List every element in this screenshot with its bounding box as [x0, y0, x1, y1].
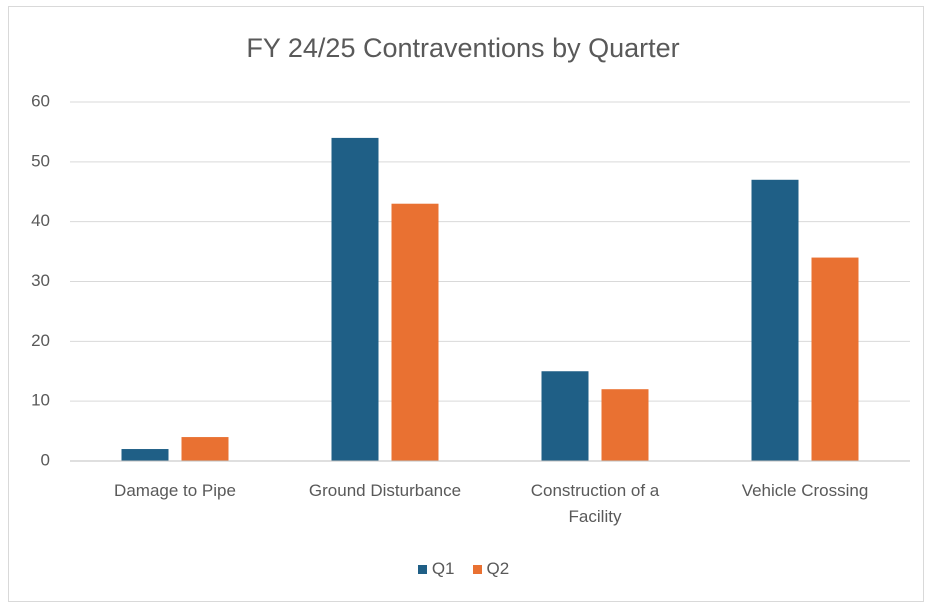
x-tick-label: Construction of a Facility: [530, 481, 660, 526]
bar: [601, 389, 649, 461]
chart-frame: [8, 6, 924, 602]
bar: [121, 449, 169, 461]
legend-item: Q1: [417, 559, 455, 579]
bar: [331, 137, 379, 461]
legend: Q1 Q2: [0, 559, 927, 579]
y-tick-label: 50: [31, 151, 50, 170]
legend-item: Q2: [472, 559, 510, 579]
bar: [181, 437, 229, 461]
bar: [541, 371, 589, 461]
y-tick-label: 60: [31, 91, 50, 110]
y-tick-label: 40: [31, 211, 50, 230]
x-tick-label: Ground Disturbance: [308, 481, 462, 500]
legend-swatch: [472, 564, 482, 574]
y-tick-label: 30: [31, 271, 50, 290]
legend-label: Q2: [486, 559, 510, 578]
bar: [751, 179, 799, 462]
y-tick-label: 10: [31, 391, 50, 410]
bar: [391, 203, 439, 461]
y-tick-label: 0: [41, 450, 50, 469]
legend-label: Q1: [431, 559, 455, 578]
chart-title: FY 24/25 Contraventions by Quarter: [246, 33, 679, 63]
bar: [811, 257, 859, 461]
x-tick-label: Vehicle Crossing: [741, 481, 869, 500]
x-tick-label: Damage to Pipe: [114, 481, 236, 500]
legend-swatch: [417, 564, 427, 574]
y-tick-label: 20: [31, 331, 50, 350]
